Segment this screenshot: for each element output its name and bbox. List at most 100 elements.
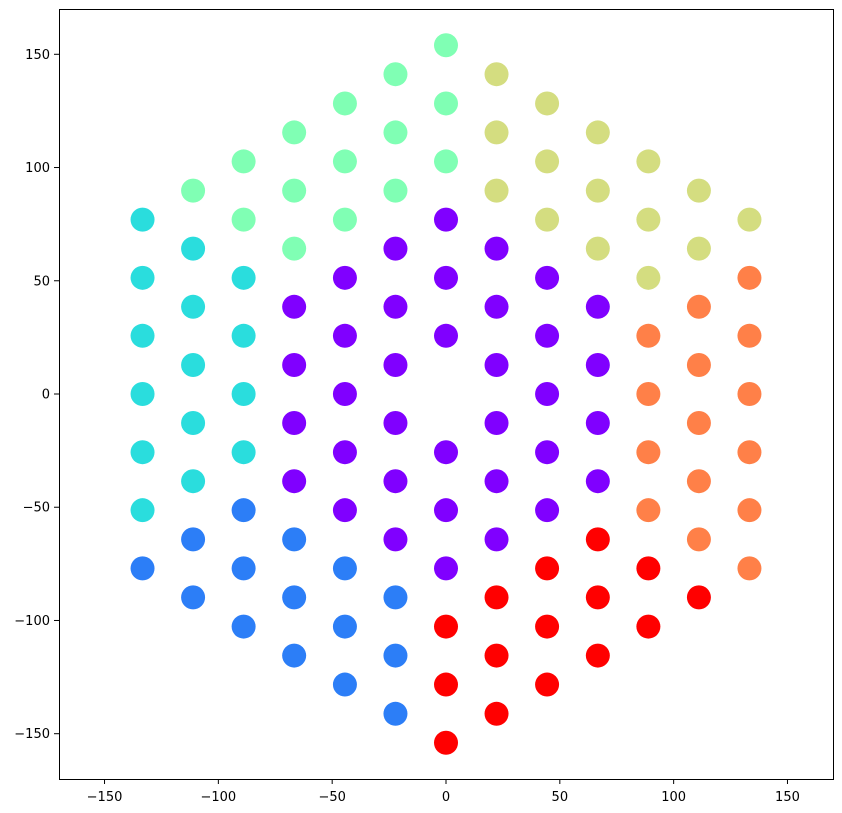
data-point [231, 265, 256, 290]
data-point [434, 323, 458, 348]
data-point [737, 556, 762, 581]
data-point [332, 614, 357, 639]
data-point [383, 410, 408, 435]
data-point [636, 498, 661, 523]
data-point [484, 701, 509, 726]
data-point [332, 207, 357, 232]
data-point [585, 236, 610, 261]
x-tick-label: −100 [200, 790, 236, 805]
series-group [130, 498, 408, 726]
data-point [383, 120, 408, 145]
data-point [484, 353, 509, 378]
data-point [383, 701, 408, 726]
data-point [383, 527, 408, 552]
data-point [130, 323, 155, 348]
data-point [434, 265, 458, 290]
data-point [535, 672, 560, 697]
data-point [484, 585, 509, 610]
y-tick-label: 0 [42, 388, 50, 403]
data-point [585, 294, 610, 319]
data-point [585, 120, 610, 145]
data-point [383, 643, 408, 668]
data-point [282, 527, 307, 552]
data-point [636, 614, 661, 639]
data-point [332, 672, 357, 697]
data-point [535, 91, 560, 116]
data-point [231, 149, 256, 174]
data-point [484, 410, 509, 435]
data-point [181, 294, 206, 319]
data-point [535, 556, 560, 581]
data-point [332, 265, 357, 290]
data-point [737, 265, 762, 290]
x-tick-label: 0 [442, 790, 450, 805]
data-point [231, 207, 256, 232]
series-group [434, 527, 711, 755]
data-point [130, 498, 155, 523]
data-point [434, 91, 458, 116]
data-point [484, 294, 509, 319]
data-point [434, 440, 458, 465]
data-point [535, 382, 560, 406]
data-point [282, 469, 307, 494]
data-point [181, 527, 206, 552]
data-point [231, 440, 256, 465]
data-point [130, 382, 155, 406]
y-tick-label: 50 [33, 274, 50, 289]
data-point [686, 410, 711, 435]
x-tick-label: 50 [552, 790, 569, 805]
data-point [484, 178, 509, 203]
data-point [130, 440, 155, 465]
data-point [383, 353, 408, 378]
data-point [484, 469, 509, 494]
data-point [332, 498, 357, 523]
data-point [383, 236, 408, 261]
y-tick-label: −100 [14, 614, 50, 629]
series-group [636, 265, 762, 581]
data-point [434, 614, 458, 639]
data-point [585, 643, 610, 668]
data-point [282, 585, 307, 610]
data-point [636, 556, 661, 581]
data-point [686, 178, 711, 203]
series-group [484, 62, 762, 290]
data-point [535, 265, 560, 290]
data-point [686, 585, 711, 610]
data-point [434, 730, 458, 755]
data-point [686, 236, 711, 261]
data-point [434, 207, 458, 232]
data-point [383, 62, 408, 87]
x-tick-label: 100 [661, 790, 686, 805]
data-point [737, 323, 762, 348]
data-point [585, 469, 610, 494]
data-point [181, 585, 206, 610]
series-group [181, 33, 458, 261]
data-point [686, 469, 711, 494]
data-point [282, 178, 307, 203]
data-point [636, 440, 661, 465]
data-point [585, 353, 610, 378]
data-point [686, 527, 711, 552]
data-point [383, 294, 408, 319]
series-group [130, 207, 256, 523]
data-point [282, 294, 307, 319]
data-point [434, 33, 458, 58]
data-point [181, 410, 206, 435]
data-point [181, 236, 206, 261]
data-point [383, 178, 408, 203]
data-point [130, 265, 155, 290]
data-point [181, 353, 206, 378]
data-point [130, 207, 155, 232]
data-point [686, 353, 711, 378]
data-point [737, 498, 762, 523]
data-point [636, 323, 661, 348]
data-point [484, 643, 509, 668]
data-point [282, 643, 307, 668]
data-point [484, 62, 509, 87]
data-point [231, 498, 256, 523]
data-point [585, 585, 610, 610]
data-point [484, 236, 509, 261]
data-point [585, 178, 610, 203]
x-tick-label: −150 [87, 790, 123, 805]
data-point [383, 469, 408, 494]
